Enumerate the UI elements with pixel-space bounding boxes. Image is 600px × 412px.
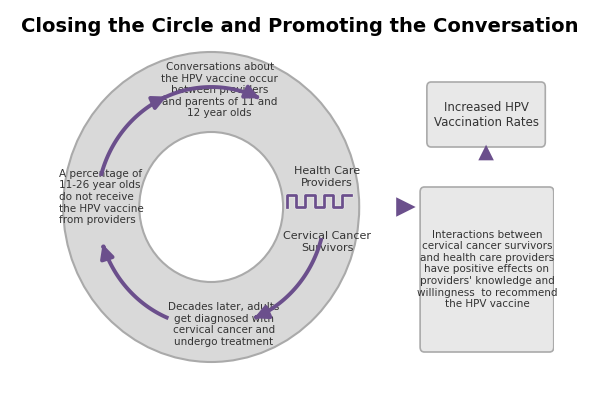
Ellipse shape [139, 132, 283, 282]
Text: Conversations about
the HPV vaccine occur
between providers
and parents of 11 an: Conversations about the HPV vaccine occu… [161, 62, 278, 118]
Text: Decades later, adults
get diagnosed with
cervical cancer and
undergo treatment: Decades later, adults get diagnosed with… [168, 302, 280, 347]
Ellipse shape [63, 52, 359, 362]
Text: Closing the Circle and Promoting the Conversation: Closing the Circle and Promoting the Con… [21, 17, 579, 36]
FancyBboxPatch shape [427, 82, 545, 147]
Text: Interactions between
cervical cancer survivors
and health care providers
have po: Interactions between cervical cancer sur… [416, 230, 557, 309]
Text: Health Care
Providers: Health Care Providers [294, 166, 360, 188]
FancyBboxPatch shape [420, 187, 554, 352]
Text: Increased HPV
Vaccination Rates: Increased HPV Vaccination Rates [434, 101, 539, 129]
Text: A percentage of
11-26 year olds
do not receive
the HPV vaccine
from providers: A percentage of 11-26 year olds do not r… [59, 169, 143, 225]
Text: Cervical Cancer
Survivors: Cervical Cancer Survivors [283, 231, 371, 253]
